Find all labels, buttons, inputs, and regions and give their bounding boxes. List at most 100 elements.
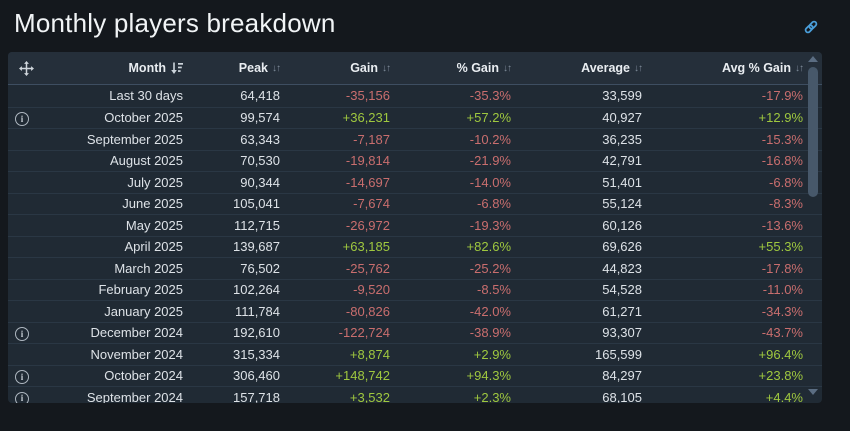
cell-average: 40,927 <box>602 110 642 126</box>
sort-both-icon: ↓↑ <box>634 63 643 74</box>
sort-both-icon: ↓↑ <box>503 63 512 74</box>
cell-average: 36,235 <box>602 131 642 147</box>
cell-gain: -35,156 <box>345 88 390 104</box>
cell-month: August 2025 <box>109 153 183 169</box>
cell-avg-gain-pct: -8.3% <box>769 196 803 212</box>
cell-average: 165,599 <box>595 346 642 362</box>
table-row[interactable]: i June 2025 105,041 -7,674 -6.8% 55,124 … <box>8 192 822 215</box>
cell-peak: 306,460 <box>233 368 280 384</box>
cell-average: 33,599 <box>602 88 642 104</box>
cell-peak: 139,687 <box>233 239 280 255</box>
cell-gain-pct: +2.3% <box>473 389 511 403</box>
cell-peak: 76,502 <box>240 260 280 276</box>
cell-average: 42,791 <box>602 153 642 169</box>
table-row[interactable]: i July 2025 90,344 -14,697 -14.0% 51,401… <box>8 171 822 193</box>
cell-peak: 102,264 <box>233 282 280 298</box>
info-icon[interactable]: i <box>15 327 29 341</box>
cell-avg-gain-pct: +96.4% <box>758 346 803 362</box>
info-icon[interactable]: i <box>15 370 29 384</box>
cell-average: 61,271 <box>602 303 642 319</box>
cell-month: November 2024 <box>90 346 184 362</box>
cell-gain-pct: -42.0% <box>469 303 511 319</box>
column-header-average[interactable]: Average ↓↑ <box>511 61 643 75</box>
cell-month: July 2025 <box>127 174 183 190</box>
move-icon <box>18 60 34 76</box>
cell-gain: -14,697 <box>345 174 390 190</box>
cell-peak: 315,334 <box>233 346 280 362</box>
cell-peak: 105,041 <box>233 196 280 212</box>
cell-gain: -122,724 <box>338 325 390 341</box>
cell-average: 93,307 <box>602 325 642 341</box>
info-icon[interactable]: i <box>15 391 29 403</box>
sort-both-icon: ↓↑ <box>272 63 281 74</box>
cell-gain: -25,762 <box>345 260 390 276</box>
cell-gain: -26,972 <box>345 217 390 233</box>
cell-peak: 64,418 <box>240 88 280 104</box>
scrollbar-down-arrow-icon[interactable] <box>808 389 818 395</box>
column-header-avg-gain-pct[interactable]: Avg % Gain ↓↑ <box>642 61 804 75</box>
cell-gain-pct: -6.8% <box>477 196 511 212</box>
cell-gain: -7,674 <box>353 196 390 212</box>
cell-peak: 70,530 <box>240 153 280 169</box>
table-row[interactable]: i April 2025 139,687 +63,185 +82.6% 69,6… <box>8 235 822 258</box>
table-row[interactable]: i October 2025 99,574 +36,231 +57.2% 40,… <box>8 106 822 129</box>
cell-peak: 157,718 <box>233 389 280 403</box>
cell-month: Last 30 days <box>109 88 183 104</box>
table-row[interactable]: i September 2025 63,343 -7,187 -10.2% 36… <box>8 128 822 150</box>
table-row[interactable]: i September 2024 157,718 +3,532 +2.3% 68… <box>8 386 822 403</box>
cell-month: June 2025 <box>122 196 183 212</box>
cell-average: 60,126 <box>602 217 642 233</box>
cell-gain-pct: -14.0% <box>469 174 511 190</box>
table-row[interactable]: i January 2025 111,784 -80,826 -42.0% 61… <box>8 300 822 322</box>
info-icon[interactable]: i <box>15 112 29 126</box>
column-header-month-label: Month <box>128 61 166 75</box>
column-header-gain[interactable]: Gain ↓↑ <box>280 61 391 75</box>
cell-gain-pct: -35.3% <box>469 88 511 104</box>
cell-gain-pct: -25.2% <box>469 260 511 276</box>
column-header-gain-pct[interactable]: % Gain ↓↑ <box>390 61 512 75</box>
cell-gain: -19,814 <box>345 153 390 169</box>
table-scrollbar[interactable] <box>806 52 820 403</box>
cell-month: March 2025 <box>114 260 183 276</box>
sort-both-icon: ↓↑ <box>382 63 391 74</box>
cell-avg-gain-pct: +23.8% <box>758 368 803 384</box>
cell-gain-pct: -38.9% <box>469 325 511 341</box>
cell-avg-gain-pct: +4.4% <box>765 389 803 403</box>
table-row[interactable]: i February 2025 102,264 -9,520 -8.5% 54,… <box>8 278 822 301</box>
scrollbar-up-arrow-icon[interactable] <box>808 56 818 62</box>
cell-month: January 2025 <box>104 303 183 319</box>
column-header-month[interactable]: Month <box>44 61 183 75</box>
cell-avg-gain-pct: -13.6% <box>761 217 803 233</box>
permalink-button[interactable] <box>802 18 820 36</box>
table-header-row: Month Peak ↓↑ Gain ↓↑ % Gain ↓↑ Average ↓↑ A… <box>8 52 822 85</box>
cell-avg-gain-pct: -16.8% <box>761 153 803 169</box>
table-row[interactable]: i August 2025 70,530 -19,814 -21.9% 42,7… <box>8 149 822 172</box>
table-row[interactable]: i Last 30 days 64,418 -35,156 -35.3% 33,… <box>8 85 822 107</box>
page-title: Monthly players breakdown <box>14 8 336 38</box>
cell-gain: +148,742 <box>335 368 390 384</box>
cell-peak: 63,343 <box>240 131 280 147</box>
cell-peak: 192,610 <box>233 325 280 341</box>
cell-avg-gain-pct: -11.0% <box>762 282 803 298</box>
cell-avg-gain-pct: +55.3% <box>758 239 803 255</box>
cell-average: 44,823 <box>602 260 642 276</box>
cell-average: 51,401 <box>602 174 642 190</box>
table-row[interactable]: i March 2025 76,502 -25,762 -25.2% 44,82… <box>8 257 822 279</box>
cell-gain-pct: +82.6% <box>466 239 511 255</box>
cell-gain: +63,185 <box>342 239 390 255</box>
cell-gain: -9,520 <box>353 282 390 298</box>
drag-handle[interactable] <box>8 60 44 76</box>
cell-month: October 2024 <box>104 368 183 384</box>
cell-avg-gain-pct: -43.7% <box>761 325 803 341</box>
table-row[interactable]: i November 2024 315,334 +8,874 +2.9% 165… <box>8 343 822 365</box>
scrollbar-thumb[interactable] <box>808 67 818 197</box>
cell-gain: +3,532 <box>349 389 390 403</box>
cell-gain-pct: -10.2% <box>469 131 511 147</box>
cell-gain: -7,187 <box>353 131 390 147</box>
cell-avg-gain-pct: +12.9% <box>758 110 803 126</box>
cell-avg-gain-pct: -6.8% <box>769 174 803 190</box>
table-row[interactable]: i December 2024 192,610 -122,724 -38.9% … <box>8 321 822 344</box>
table-row[interactable]: i May 2025 112,715 -26,972 -19.3% 60,126… <box>8 214 822 236</box>
column-header-peak[interactable]: Peak ↓↑ <box>183 61 281 75</box>
table-row[interactable]: i October 2024 306,460 +148,742 +94.3% 8… <box>8 364 822 387</box>
